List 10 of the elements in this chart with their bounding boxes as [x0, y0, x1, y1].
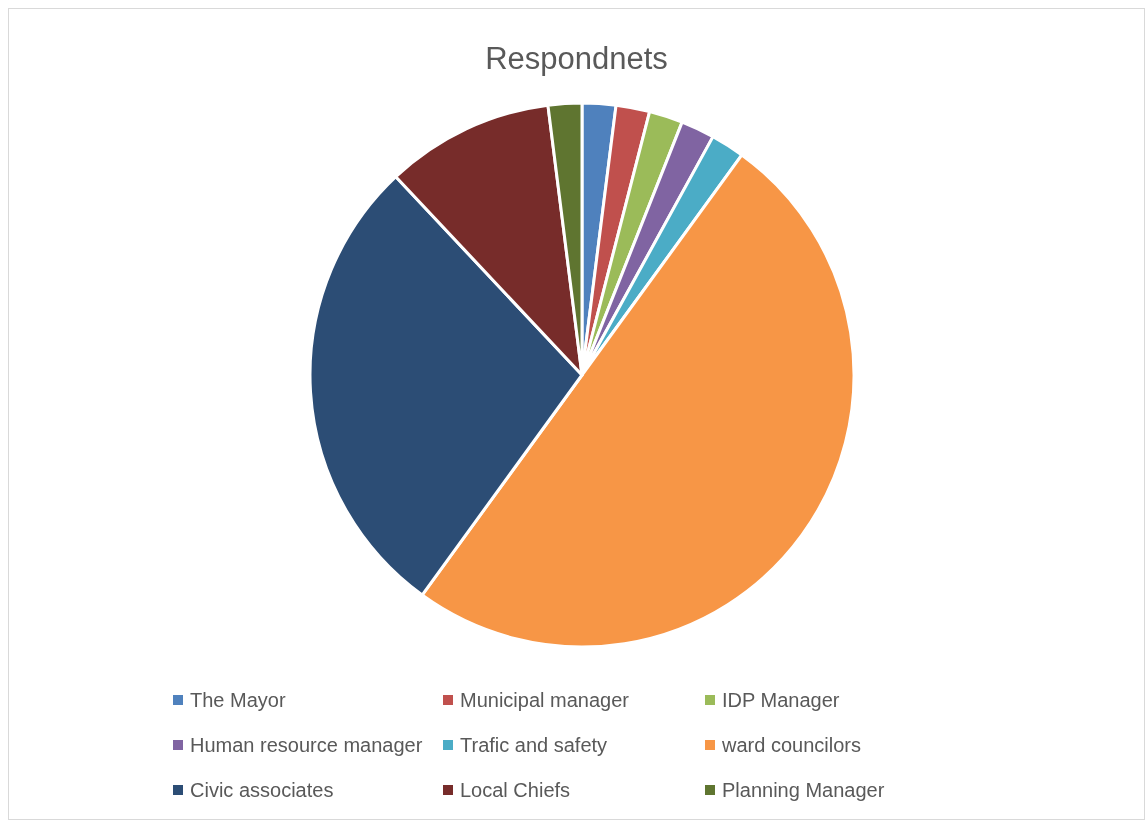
legend-label: Human resource manager [190, 734, 423, 756]
legend-label: ward councilors [721, 734, 861, 756]
legend-label: IDP Manager [722, 689, 840, 711]
chart-title: Respondnets [485, 40, 668, 76]
legend-label: Local Chiefs [460, 779, 571, 801]
legend-label: Municipal manager [460, 689, 630, 711]
legend-label: Planning Manager [722, 779, 885, 801]
legend-label: Trafic and safety [460, 734, 608, 756]
legend-label: The Mayor [190, 689, 286, 711]
legend-label: Civic associates [190, 779, 334, 801]
